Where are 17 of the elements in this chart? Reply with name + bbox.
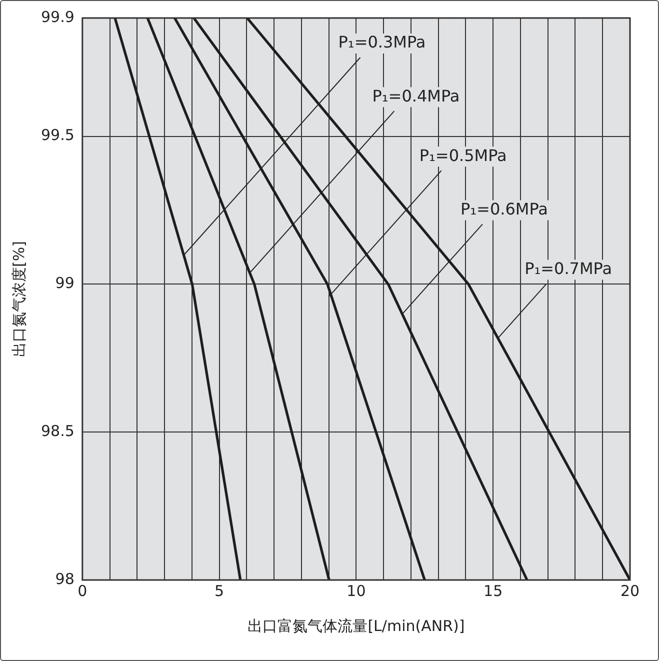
annotation: P₁=0.6MPa (460, 199, 548, 218)
y-axis-title: 出口氮气浓度[%] (10, 241, 28, 357)
y-tick-label: 98.5 (40, 422, 74, 440)
y-tick-label: 99 (55, 274, 74, 292)
x-tick-label: 20 (620, 582, 640, 600)
x-tick-label: 10 (346, 582, 366, 600)
annotation: P₁=0.3MPa (338, 32, 426, 52)
annotation: P₁=0.7MPa (524, 258, 612, 278)
y-tick-label: 99.9 (40, 8, 74, 26)
x-tick-label: 15 (484, 582, 503, 600)
annotation: P₁=0.5MPa (419, 146, 507, 165)
y-tick-label: 99.5 (40, 126, 74, 144)
x-tick-label: 5 (214, 582, 224, 600)
y-tick-label: 98 (55, 570, 74, 588)
x-axis-title: 出口富氮气体流量[L/min(ANR)] (248, 616, 465, 635)
annotation: P₁=0.4MPa (372, 86, 460, 106)
x-tick-label: 0 (78, 582, 88, 600)
